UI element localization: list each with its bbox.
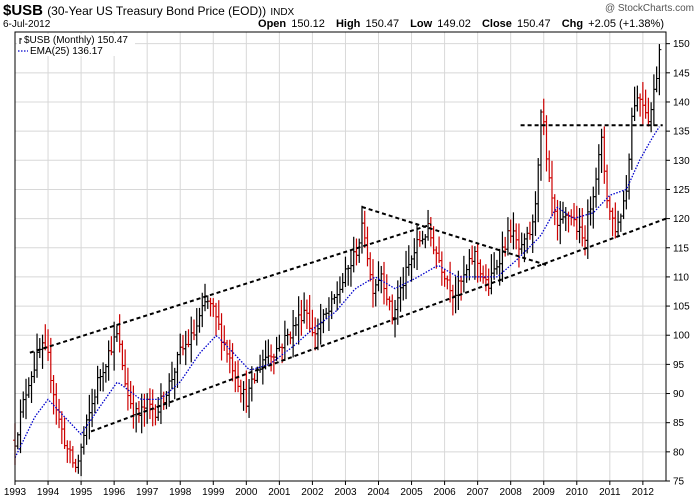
x-tick-label: 1997 bbox=[136, 487, 159, 498]
low-label: Low bbox=[410, 18, 433, 30]
y-tick-label: 85 bbox=[673, 418, 685, 429]
chg-label: Chg bbox=[561, 18, 584, 30]
legend-price: $USB (Monthly) 150.47 bbox=[24, 35, 128, 46]
y-tick-label: 100 bbox=[673, 331, 690, 342]
high-label: High bbox=[335, 18, 361, 30]
trendlines bbox=[29, 124, 667, 433]
ohlc-bars bbox=[13, 44, 662, 477]
low-value: 149.02 bbox=[437, 18, 471, 30]
chg-value: +2.05 (+1.38%) bbox=[588, 18, 664, 30]
y-tick-label: 105 bbox=[673, 302, 690, 313]
x-tick-label: 1999 bbox=[202, 487, 225, 498]
y-tick-label: 90 bbox=[673, 389, 685, 400]
x-tick-label: 1996 bbox=[103, 487, 126, 498]
trendline-triangle-upper bbox=[361, 205, 548, 267]
x-tick-label: 2006 bbox=[433, 487, 456, 498]
y-tick-label: 120 bbox=[673, 214, 690, 225]
x-tick-label: 1998 bbox=[169, 487, 192, 498]
x-tick-label: 2002 bbox=[301, 487, 324, 498]
close-value: 150.47 bbox=[516, 18, 551, 30]
x-tick-label: 2003 bbox=[334, 487, 357, 498]
x-tick-label: 1994 bbox=[37, 487, 60, 498]
x-tick-label: 1993 bbox=[4, 487, 27, 498]
date-label: 6-Jul-2012 bbox=[3, 19, 51, 30]
x-tick-label: 2007 bbox=[467, 487, 490, 498]
y-tick-label: 140 bbox=[673, 97, 690, 108]
x-tick-label: 2000 bbox=[235, 487, 258, 498]
y-tick-label: 150 bbox=[673, 39, 690, 50]
x-tick-label: 2001 bbox=[268, 487, 291, 498]
y-tick-label: 115 bbox=[673, 243, 689, 254]
open-label: Open bbox=[258, 18, 287, 30]
legend-background bbox=[17, 34, 135, 56]
x-tick-label: 2012 bbox=[632, 487, 655, 498]
close-label: Close bbox=[481, 18, 512, 30]
x-tick-label: 1995 bbox=[70, 487, 93, 498]
high-value: 150.47 bbox=[365, 18, 400, 30]
y-tick-label: 110 bbox=[673, 272, 689, 283]
y-tick-label: 75 bbox=[673, 477, 685, 488]
exchange-label: INDX bbox=[270, 7, 295, 18]
symbol-label: $USB bbox=[3, 2, 44, 19]
ohlc-readout: Open 150.12 High 150.47 Low 149.02 Close… bbox=[258, 18, 664, 30]
trendline-channel-upper bbox=[29, 223, 432, 354]
legend-ema: EMA(25) 136.17 bbox=[30, 46, 103, 57]
plot-frame bbox=[14, 31, 667, 482]
y-tick-label: 125 bbox=[673, 185, 690, 196]
symbol-description: (30-Year US Treasury Bond Price (EOD)) bbox=[47, 4, 267, 18]
x-tick-label: 2004 bbox=[367, 487, 390, 498]
y-tick-label: 95 bbox=[673, 360, 685, 371]
watermark: @ StockCharts.com bbox=[604, 3, 694, 14]
chart-title: $USB (30-Year US Treasury Bond Price (EO… bbox=[3, 2, 294, 19]
x-tick-label: 2010 bbox=[566, 487, 589, 498]
x-tick-label: 2005 bbox=[400, 487, 423, 498]
y-tick-label: 80 bbox=[673, 447, 685, 458]
open-value: 150.12 bbox=[291, 18, 325, 30]
y-tick-label: 135 bbox=[673, 127, 690, 138]
grid bbox=[14, 32, 666, 482]
x-axis: 1993 1994 1995 1996 1997 1998 1999 2000 2001 2002… bbox=[4, 481, 655, 498]
chart-header: $USB (30-Year US Treasury Bond Price (EO… bbox=[0, 0, 700, 34]
x-tick-label: 2008 bbox=[500, 487, 523, 498]
x-tick-label: 2011 bbox=[599, 487, 621, 498]
legend: $USB (Monthly) 150.47 EMA(25) 136.17 bbox=[17, 34, 135, 57]
y-tick-label: 145 bbox=[673, 68, 690, 79]
y-axis: 75 80 85 90 95 100 105 110 115 120 125 130 135 140 145… bbox=[666, 39, 690, 488]
y-tick-label: 130 bbox=[673, 156, 690, 167]
x-tick-label: 2009 bbox=[533, 487, 556, 498]
